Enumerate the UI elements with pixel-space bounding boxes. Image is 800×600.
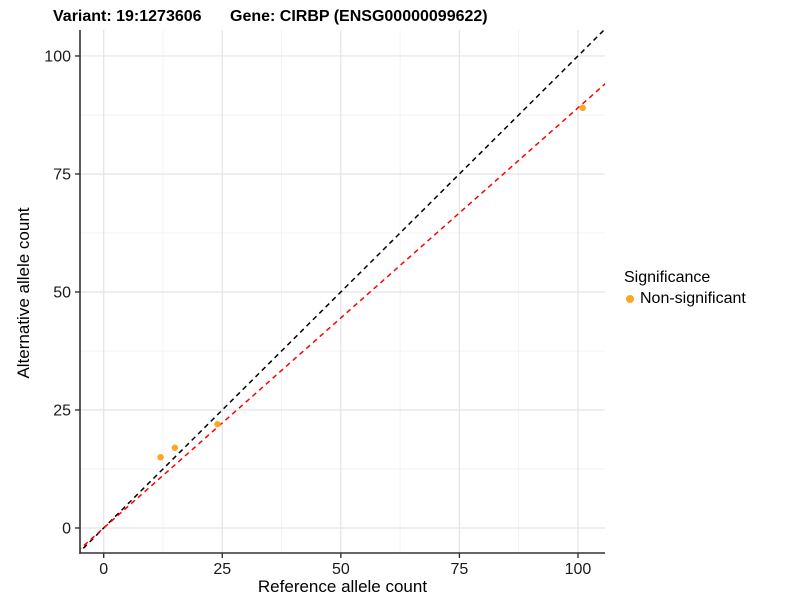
fit-line <box>80 82 605 550</box>
legend-title: Significance <box>624 269 711 286</box>
data-point <box>157 453 164 461</box>
x-tick-label: 100 <box>565 561 592 578</box>
legend-item-non-significant: Non-significant <box>624 290 746 308</box>
variant-title: Variant: 19:1273606 <box>53 8 202 25</box>
y-tick-label: 75 <box>53 166 71 183</box>
legend-point-icon <box>626 295 634 303</box>
y-tick-label: 50 <box>53 284 71 301</box>
x-tick-label: 50 <box>332 561 350 578</box>
x-tick-label: 75 <box>451 561 469 578</box>
data-point <box>214 420 221 428</box>
y-tick-label: 0 <box>62 520 71 537</box>
data-point <box>579 104 586 112</box>
y-tick-label: 25 <box>53 402 71 419</box>
y-tick-label: 100 <box>44 48 71 65</box>
y-axis-title: Alternative allele count <box>14 207 33 379</box>
legend: Significance Non-significant <box>624 268 746 308</box>
x-tick-label: 0 <box>99 561 108 578</box>
data-point <box>171 444 179 451</box>
x-tick-label: 25 <box>213 561 231 578</box>
legend-item-label: Non-significant <box>640 290 746 307</box>
identity-line <box>80 30 605 553</box>
gene-title: Gene: CIRBP (ENSG00000099622) <box>230 8 488 25</box>
x-axis-title: Reference allele count <box>257 577 428 596</box>
